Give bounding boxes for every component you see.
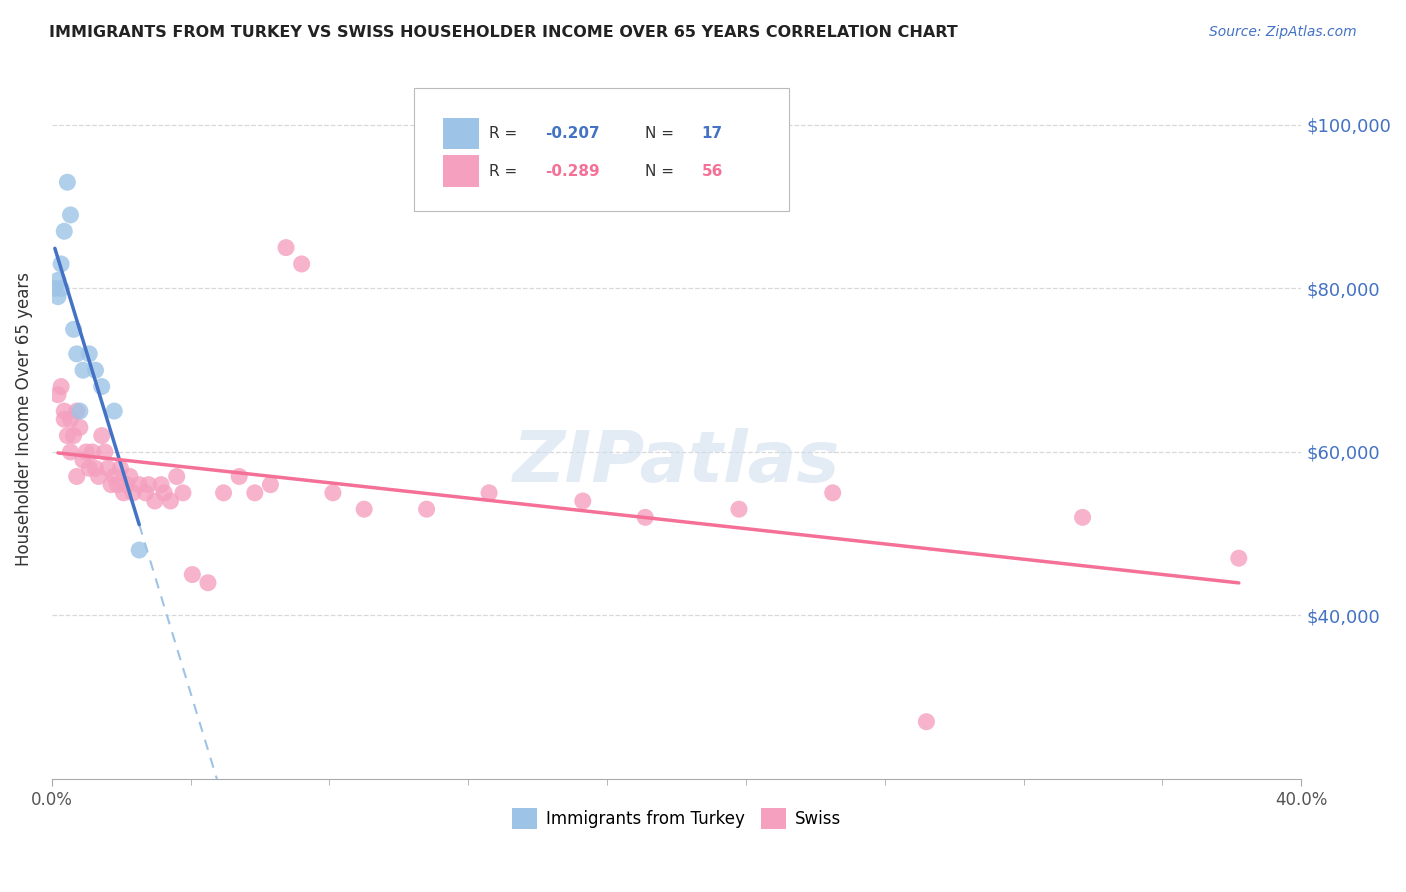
Point	[112, 485, 135, 500]
Point	[274, 241, 297, 255]
Point	[77, 461, 100, 475]
Point	[90, 428, 112, 442]
Point	[94, 445, 117, 459]
Point	[103, 404, 125, 418]
Point	[134, 485, 156, 500]
Point	[84, 461, 107, 475]
Text: 56: 56	[702, 163, 723, 178]
Point	[478, 485, 501, 500]
Point	[915, 714, 938, 729]
Point	[1227, 551, 1250, 566]
Point	[56, 175, 79, 189]
Point	[100, 477, 122, 491]
Point	[49, 257, 72, 271]
Point	[77, 347, 100, 361]
Point	[66, 404, 89, 418]
Text: ZIPatlas: ZIPatlas	[513, 428, 841, 497]
Point	[87, 469, 110, 483]
Point	[1071, 510, 1094, 524]
Point	[97, 461, 120, 475]
Point	[259, 477, 281, 491]
FancyBboxPatch shape	[443, 118, 479, 149]
Point	[118, 469, 141, 483]
Point	[82, 445, 104, 459]
Point	[69, 420, 91, 434]
Point	[105, 477, 128, 491]
Point	[415, 502, 437, 516]
Point	[72, 453, 94, 467]
Point	[243, 485, 266, 500]
Point	[353, 502, 375, 516]
Point	[166, 469, 188, 483]
Text: R =: R =	[489, 163, 522, 178]
Point	[75, 445, 97, 459]
Text: R =: R =	[489, 126, 522, 141]
Text: Source: ZipAtlas.com: Source: ZipAtlas.com	[1209, 25, 1357, 39]
Point	[62, 428, 84, 442]
Point	[728, 502, 751, 516]
Point	[128, 543, 150, 558]
FancyBboxPatch shape	[415, 88, 789, 211]
Point	[72, 363, 94, 377]
Point	[46, 388, 69, 402]
Point	[150, 477, 173, 491]
Point	[181, 567, 204, 582]
Point	[46, 290, 69, 304]
Y-axis label: Householder Income Over 65 years: Householder Income Over 65 years	[15, 272, 32, 566]
Text: 17: 17	[702, 126, 723, 141]
Text: N =: N =	[645, 126, 679, 141]
Point	[322, 485, 344, 500]
Point	[53, 224, 76, 238]
Text: N =: N =	[645, 163, 679, 178]
Point	[44, 281, 66, 295]
Point	[66, 347, 89, 361]
FancyBboxPatch shape	[443, 155, 479, 187]
Point	[84, 363, 107, 377]
Point	[110, 461, 132, 475]
Point	[115, 477, 138, 491]
Point	[62, 322, 84, 336]
Point	[49, 281, 72, 295]
Legend: Immigrants from Turkey, Swiss: Immigrants from Turkey, Swiss	[506, 802, 848, 835]
Point	[56, 428, 79, 442]
Point	[59, 445, 82, 459]
Point	[128, 477, 150, 491]
Point	[53, 412, 76, 426]
Text: IMMIGRANTS FROM TURKEY VS SWISS HOUSEHOLDER INCOME OVER 65 YEARS CORRELATION CHA: IMMIGRANTS FROM TURKEY VS SWISS HOUSEHOL…	[49, 25, 957, 40]
Point	[90, 379, 112, 393]
Point	[69, 404, 91, 418]
Text: -0.207: -0.207	[546, 126, 600, 141]
Point	[66, 469, 89, 483]
Point	[159, 494, 181, 508]
Point	[59, 208, 82, 222]
Point	[197, 575, 219, 590]
Point	[172, 485, 194, 500]
Point	[59, 412, 82, 426]
Point	[212, 485, 235, 500]
Point	[53, 404, 76, 418]
Point	[49, 379, 72, 393]
Point	[821, 485, 844, 500]
Point	[153, 485, 176, 500]
Text: -0.289: -0.289	[546, 163, 600, 178]
Point	[634, 510, 657, 524]
Point	[228, 469, 250, 483]
Point	[122, 485, 145, 500]
Point	[103, 469, 125, 483]
Point	[291, 257, 314, 271]
Point	[46, 273, 69, 287]
Point	[572, 494, 595, 508]
Point	[143, 494, 166, 508]
Point	[138, 477, 160, 491]
